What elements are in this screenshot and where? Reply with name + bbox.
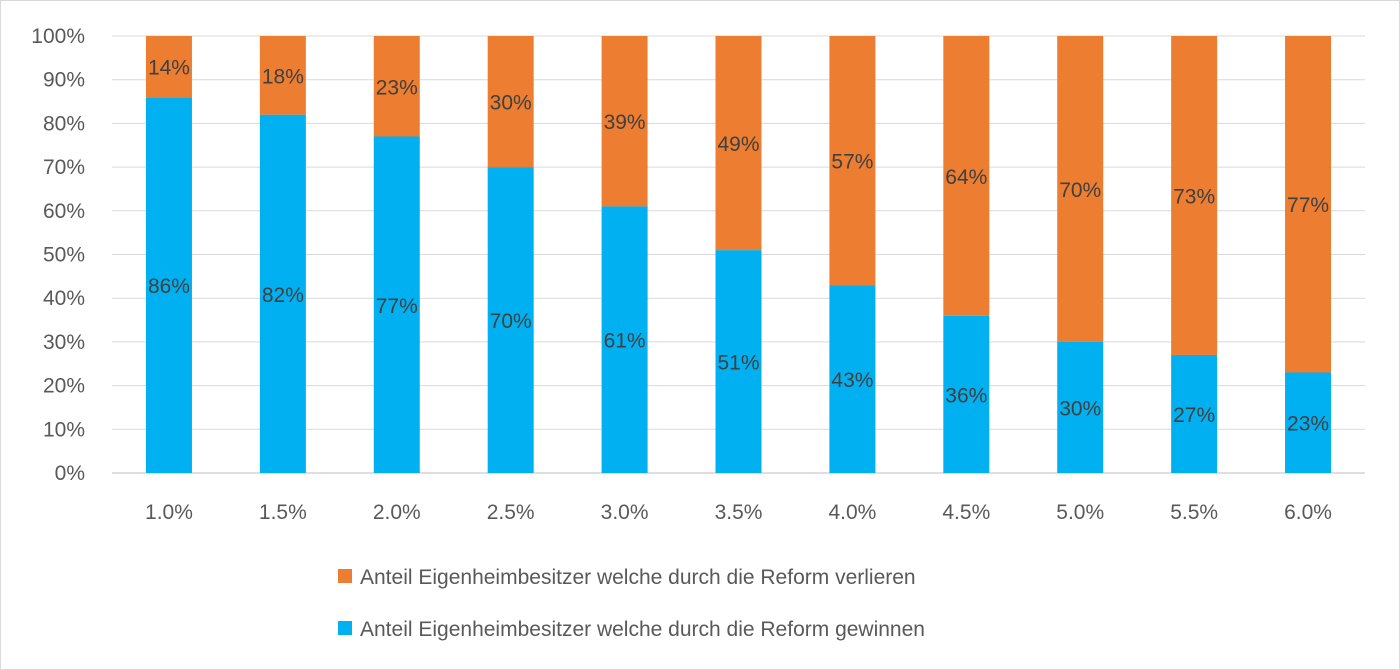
data-label: 43%	[831, 369, 873, 392]
x-tick-label: 2.0%	[373, 501, 421, 524]
y-tick-label: 60%	[43, 200, 85, 223]
bar-segment-verlieren	[601, 36, 648, 207]
x-tick-label: 5.5%	[1170, 501, 1218, 524]
bar-segment-gewinnen	[829, 285, 876, 473]
bar-segment-verlieren	[1171, 36, 1218, 356]
legend-swatch-verlieren	[338, 569, 352, 583]
y-tick-label: 100%	[31, 25, 85, 48]
x-tick-label: 1.5%	[259, 501, 307, 524]
y-tick-label: 0%	[55, 462, 85, 485]
legend-swatch-gewinnen	[338, 621, 352, 635]
bar-segment-verlieren	[145, 36, 192, 98]
data-label: 30%	[1059, 397, 1101, 420]
data-label: 64%	[945, 166, 987, 189]
bar-segment-verlieren	[1285, 36, 1332, 373]
bar-segment-verlieren	[943, 36, 990, 316]
data-label: 61%	[604, 330, 646, 353]
x-tick-label: 2.5%	[487, 501, 535, 524]
data-label: 82%	[262, 284, 304, 307]
data-label: 49%	[717, 133, 759, 156]
bar-segment-gewinnen	[145, 97, 192, 474]
data-label: 57%	[831, 151, 873, 174]
data-label: 23%	[1287, 413, 1329, 436]
data-label: 14%	[148, 57, 190, 80]
bar-segment-verlieren	[373, 36, 420, 137]
y-tick-label: 30%	[43, 331, 85, 354]
data-label: 30%	[490, 92, 532, 115]
data-label: 27%	[1173, 404, 1215, 427]
bar-segment-gewinnen	[715, 250, 762, 473]
legend-label-verlieren: Anteil Eigenheimbesitzer welche durch di…	[360, 566, 916, 589]
data-label: 23%	[376, 76, 418, 99]
x-tick-label: 4.0%	[828, 501, 876, 524]
data-label: 77%	[1287, 194, 1329, 217]
data-label: 36%	[945, 384, 987, 407]
bar-segment-gewinnen	[601, 206, 648, 473]
x-tick-label: 1.0%	[145, 501, 193, 524]
data-label: 70%	[1059, 179, 1101, 202]
bar-segment-verlieren	[829, 36, 876, 286]
data-label: 70%	[490, 310, 532, 333]
bar-segment-verlieren	[1057, 36, 1104, 342]
bar-segment-gewinnen	[1285, 372, 1332, 473]
bar-segment-gewinnen	[943, 315, 990, 473]
bar-segment-gewinnen	[487, 167, 534, 473]
y-tick-label: 80%	[43, 112, 85, 135]
bar-segment-gewinnen	[373, 136, 420, 473]
bar-segment-gewinnen	[259, 114, 306, 473]
bar-segment-verlieren	[259, 36, 306, 115]
y-tick-label: 70%	[43, 156, 85, 179]
y-tick-label: 20%	[43, 375, 85, 398]
bar-segment-verlieren	[487, 36, 534, 168]
x-tick-label: 6.0%	[1284, 501, 1332, 524]
x-tick-label: 4.5%	[942, 501, 990, 524]
x-tick-label: 5.0%	[1056, 501, 1104, 524]
data-label: 51%	[717, 352, 759, 375]
data-label: 86%	[148, 275, 190, 298]
data-label: 39%	[604, 111, 646, 134]
y-tick-label: 50%	[43, 244, 85, 267]
y-tick-label: 90%	[43, 69, 85, 92]
bar-segment-gewinnen	[1171, 355, 1218, 473]
bar-segment-gewinnen	[1057, 341, 1104, 473]
x-tick-label: 3.0%	[601, 501, 649, 524]
y-tick-label: 10%	[43, 418, 85, 441]
x-tick-label: 3.5%	[715, 501, 763, 524]
legend-label-gewinnen: Anteil Eigenheimbesitzer welche durch di…	[360, 618, 925, 641]
bar-segment-verlieren	[715, 36, 762, 251]
data-label: 18%	[262, 65, 304, 88]
y-tick-label: 40%	[43, 287, 85, 310]
data-label: 73%	[1173, 186, 1215, 209]
data-label: 77%	[376, 295, 418, 318]
